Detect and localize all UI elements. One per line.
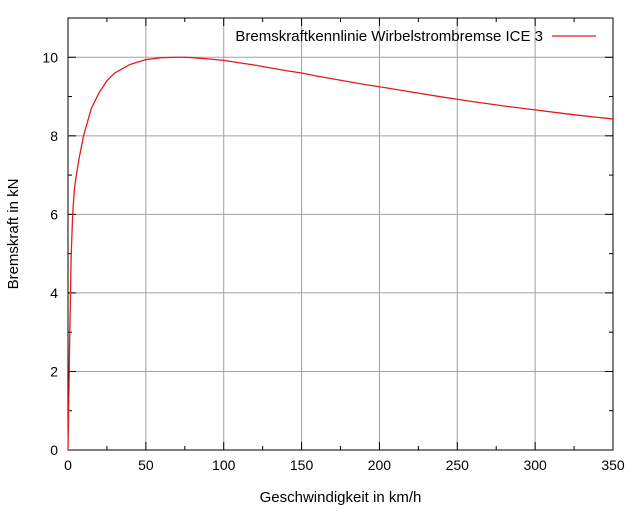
x-tick-label: 350 bbox=[601, 457, 625, 473]
x-tick-label: 100 bbox=[212, 457, 236, 473]
y-axis-label: Bremskraft in kN bbox=[5, 179, 22, 290]
y-tick-label: 0 bbox=[50, 442, 58, 458]
grid bbox=[68, 18, 613, 450]
legend: Bremskraftkennlinie Wirbelstrombremse IC… bbox=[235, 28, 596, 45]
series-line bbox=[67, 56, 614, 451]
legend-label: Bremskraftkennlinie Wirbelstrombremse IC… bbox=[235, 28, 543, 45]
y-tick-label: 6 bbox=[50, 206, 58, 222]
y-tick-label: 4 bbox=[50, 285, 58, 301]
x-tick-label: 300 bbox=[523, 457, 547, 473]
y-tick-label: 2 bbox=[50, 363, 58, 379]
tick-labels: 0 50 100 150 200 250 300 350 0 2 4 6 8 10 bbox=[42, 49, 624, 473]
plot-frame bbox=[67, 17, 614, 451]
y-tick-label: 10 bbox=[42, 49, 58, 65]
x-tick-label: 250 bbox=[446, 457, 470, 473]
x-axis-label: Geschwindigkeit in km/h bbox=[260, 489, 422, 506]
ticks bbox=[67, 18, 614, 451]
x-tick-label: 50 bbox=[138, 457, 154, 473]
x-tick-label: 150 bbox=[290, 457, 314, 473]
y-tick-label: 8 bbox=[50, 128, 58, 144]
x-tick-label: 0 bbox=[64, 457, 72, 473]
x-tick-label: 200 bbox=[368, 457, 392, 473]
